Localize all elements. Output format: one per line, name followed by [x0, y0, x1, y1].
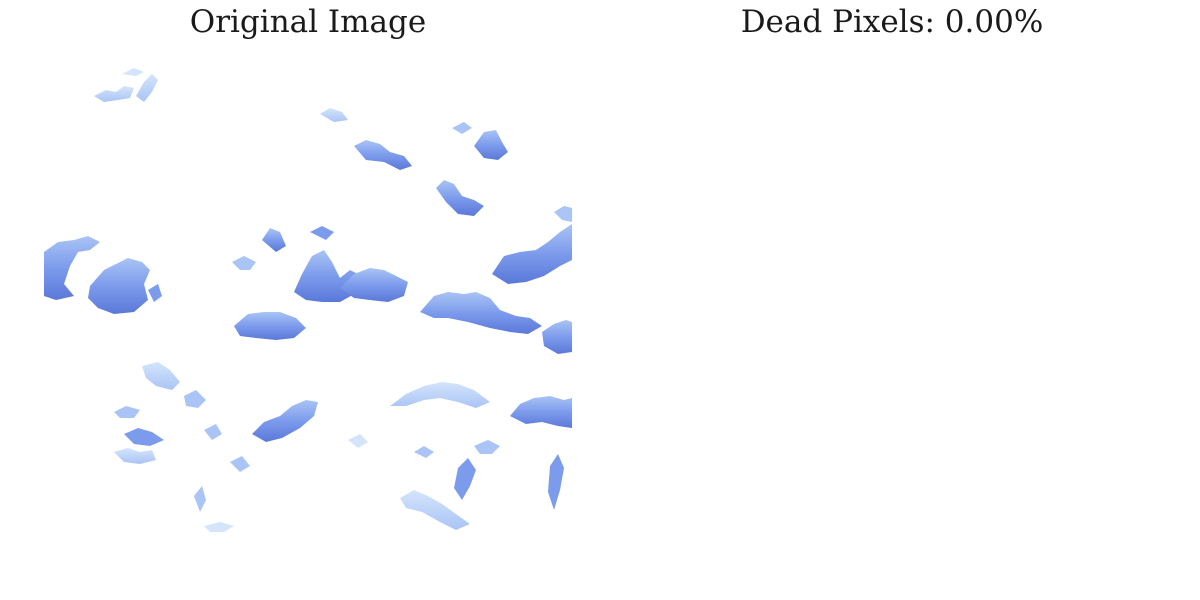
cloud-patch: [348, 434, 368, 448]
cloud-patch: [234, 312, 306, 340]
original-image-title: Original Image: [189, 4, 427, 40]
cloud-patch: [390, 382, 490, 408]
cloud-patch: [400, 490, 470, 530]
cloud-patch: [136, 74, 158, 102]
cloud-patch: [262, 228, 286, 252]
cloud-patch: [252, 400, 318, 442]
cloud-patch: [204, 522, 234, 532]
cloud-patch: [452, 122, 472, 134]
cloud-patch: [94, 86, 134, 102]
cloud-patch: [88, 258, 150, 314]
cloud-patch: [230, 456, 250, 472]
cloud-patch: [44, 236, 100, 300]
cloud-patch: [474, 130, 508, 160]
cloud-patch: [420, 292, 542, 334]
cloud-patch: [548, 454, 564, 510]
cloud-patch: [554, 206, 572, 222]
original-image: [44, 68, 572, 532]
cloud-patch: [124, 428, 164, 446]
cloud-patch: [114, 448, 156, 464]
cloud-patch: [354, 140, 412, 170]
cloud-patch: [204, 424, 222, 440]
cloud-patch: [492, 224, 572, 284]
cloud-patch: [194, 486, 206, 512]
cloud-patch: [142, 362, 180, 390]
cloud-patch: [122, 68, 144, 76]
cloud-patch: [414, 446, 434, 458]
cloud-patch: [542, 320, 572, 354]
cloud-patch: [184, 390, 206, 408]
cloud-patch: [114, 406, 140, 418]
dead-pixels-image: [628, 56, 1156, 572]
cloud-patch: [320, 108, 348, 122]
cloud-patch: [454, 458, 476, 500]
cloud-patch: [340, 268, 408, 302]
cloud-patch: [148, 284, 162, 302]
cloud-patch: [310, 226, 334, 240]
cloud-patch: [232, 256, 256, 270]
dead-pixels-title: Dead Pixels: 0.00%: [740, 4, 1044, 40]
cloud-patch: [510, 396, 572, 428]
cloud-patch: [474, 440, 500, 454]
cloud-patch: [436, 180, 484, 216]
